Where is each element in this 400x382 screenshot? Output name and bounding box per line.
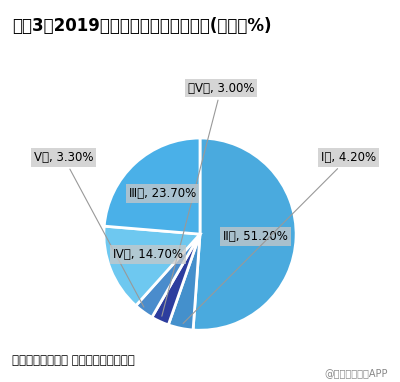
- Text: Ⅴ类, 3.30%: Ⅴ类, 3.30%: [34, 151, 144, 307]
- Text: 图表3：2019年全国流域总体水质状况(单位：%): 图表3：2019年全国流域总体水质状况(单位：%): [12, 17, 272, 35]
- Wedge shape: [104, 138, 200, 234]
- Text: Ⅳ类, 14.70%: Ⅳ类, 14.70%: [113, 248, 183, 261]
- Text: 资料来源：环保部 前瞻产业研究院整理: 资料来源：环保部 前瞻产业研究院整理: [12, 354, 135, 367]
- Text: Ⅱ类, 51.20%: Ⅱ类, 51.20%: [223, 230, 288, 243]
- Wedge shape: [104, 226, 200, 306]
- Wedge shape: [152, 234, 200, 325]
- Text: 劣V类, 3.00%: 劣V类, 3.00%: [162, 81, 254, 316]
- Text: Ⅰ类, 4.20%: Ⅰ类, 4.20%: [183, 151, 376, 324]
- Wedge shape: [193, 138, 296, 330]
- Wedge shape: [136, 234, 200, 317]
- Wedge shape: [168, 234, 200, 330]
- Text: Ⅲ类, 23.70%: Ⅲ类, 23.70%: [129, 186, 196, 200]
- Text: @前瞻经济学人APP: @前瞻经济学人APP: [324, 368, 388, 378]
